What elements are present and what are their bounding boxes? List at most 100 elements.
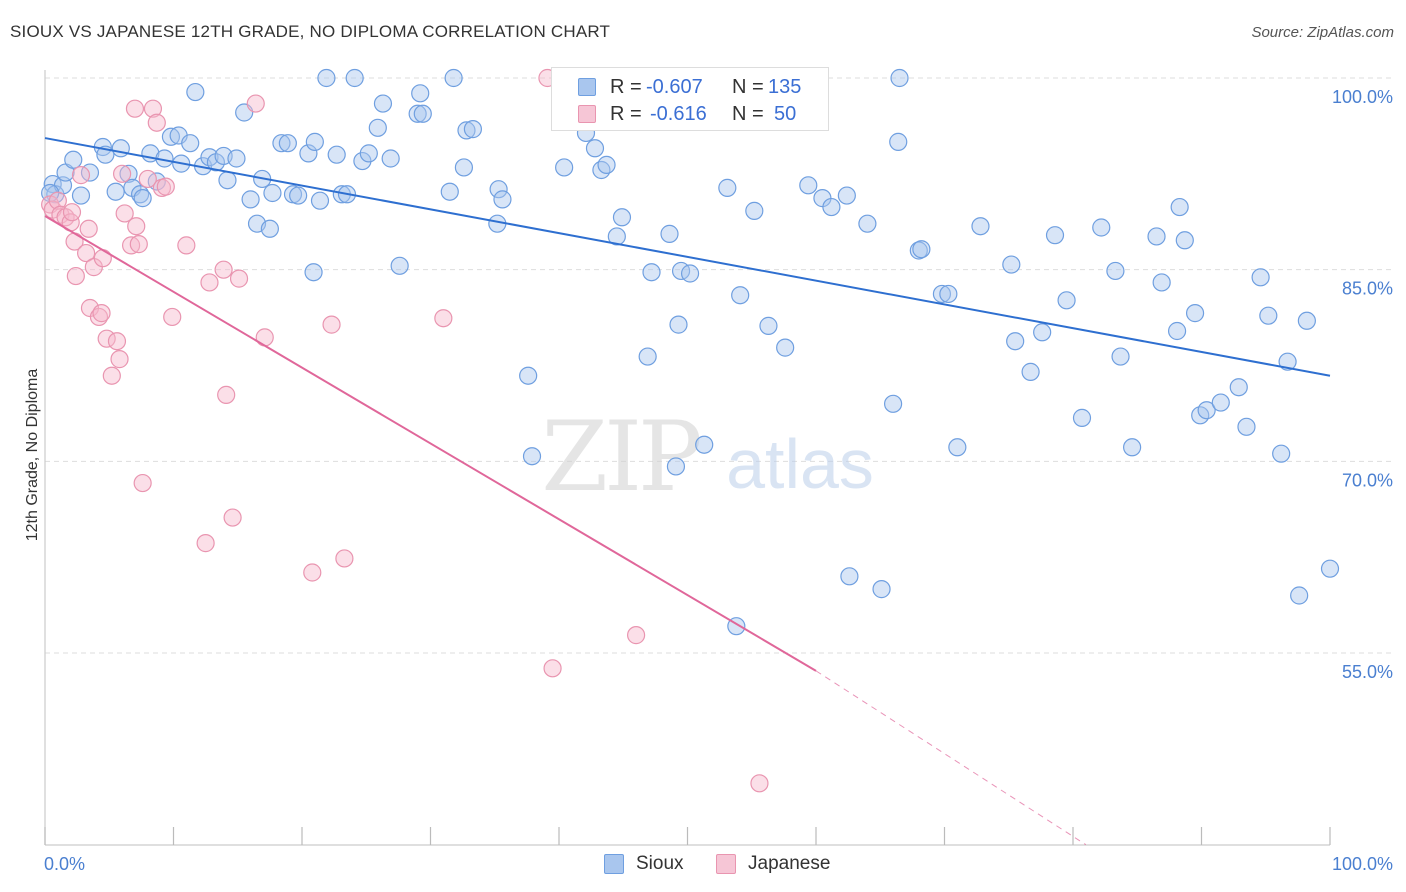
sioux-point	[1033, 323, 1052, 342]
sioux-point	[304, 263, 323, 282]
sioux-point	[1185, 304, 1205, 323]
sioux-point	[612, 208, 632, 227]
sioux-point	[971, 217, 990, 236]
legend-series: Sioux Japanese	[0, 852, 1406, 878]
sioux-point	[607, 227, 626, 246]
sioux-point	[1251, 268, 1270, 287]
sioux-point	[642, 263, 661, 282]
sioux-point	[858, 214, 877, 233]
sioux-point	[889, 132, 908, 151]
n-value: 135	[768, 76, 802, 98]
sioux-point	[1167, 321, 1187, 341]
japanese-point	[133, 473, 152, 493]
sioux-point	[519, 366, 538, 385]
japanese-point	[127, 217, 146, 236]
japanese-point	[335, 549, 354, 568]
sioux-point	[745, 201, 764, 220]
sioux-point	[411, 84, 430, 103]
japanese-point	[177, 236, 196, 255]
japanese-swatch	[578, 105, 596, 123]
japanese-point	[110, 350, 129, 369]
legend-row-japanese: R = -0.616 N = 50	[552, 101, 828, 127]
sioux-point	[731, 286, 750, 305]
legend-label-sioux: Sioux	[636, 853, 684, 874]
japanese-point	[303, 563, 322, 582]
japanese-point	[626, 626, 646, 645]
sioux-point	[119, 164, 138, 183]
japanese-point	[200, 273, 219, 292]
r-label: R =	[610, 76, 642, 98]
sioux-point	[241, 190, 260, 209]
sioux-point	[890, 68, 909, 88]
sioux-point	[718, 178, 737, 197]
chart-title: SIOUX VS JAPANESE 12TH GRADE, NO DIPLOMA…	[10, 22, 611, 41]
sioux-point	[457, 121, 476, 140]
japanese-point	[92, 304, 111, 323]
trend-lines	[44, 137, 1331, 846]
sioux-point	[660, 224, 679, 243]
sioux-point	[133, 189, 152, 208]
sioux-point	[592, 160, 611, 180]
y-tick-label: 55.0%	[1342, 662, 1393, 682]
sioux-point	[822, 197, 841, 217]
japanese-point	[121, 236, 141, 255]
sioux-point	[1106, 261, 1125, 281]
sioux-point	[840, 567, 859, 586]
japanese-point	[223, 508, 242, 527]
y-tick-label: 100.0%	[1332, 87, 1393, 107]
sioux-point	[555, 158, 574, 177]
sioux-point	[939, 284, 958, 304]
japanese-point	[51, 205, 70, 224]
legend-row-sioux: R = -0.607 N = 135	[552, 74, 828, 100]
sioux-trend-line	[44, 137, 1331, 377]
sioux-point	[1229, 378, 1248, 397]
sioux-point	[408, 104, 427, 123]
sioux-point	[345, 68, 364, 88]
sioux-point	[390, 256, 409, 275]
sioux-point	[161, 127, 181, 146]
sioux-point	[948, 438, 967, 457]
japanese-point	[196, 534, 215, 553]
sioux-point	[776, 338, 795, 357]
japanese-point	[246, 94, 265, 113]
japanese-swatch	[716, 854, 736, 874]
japanese-point	[322, 315, 341, 334]
sioux-point	[799, 176, 818, 195]
sioux-point	[218, 171, 237, 190]
japanese-point	[143, 99, 163, 118]
sioux-point	[1290, 586, 1309, 605]
sioux-point	[1272, 444, 1291, 463]
sioux-point	[227, 149, 246, 168]
sioux-point	[1111, 347, 1130, 366]
tick-labels: 55.0% 70.0% 85.0% 100.0% 0.0% 100.0%	[44, 87, 1393, 874]
japanese-point	[163, 307, 182, 327]
sioux-point	[181, 134, 200, 153]
watermark: ZIP atlas	[541, 401, 874, 513]
sioux-point	[186, 82, 205, 102]
sioux-point	[444, 68, 463, 88]
watermark-zip: ZIP	[541, 401, 700, 513]
sioux-point	[666, 457, 686, 476]
sioux-point	[489, 180, 508, 199]
y-tick-label: 70.0%	[1342, 470, 1393, 490]
sioux-point	[1123, 438, 1142, 457]
series-sioux-points	[41, 68, 1340, 636]
sioux-point	[493, 190, 512, 209]
x-tick-label: 0.0%	[44, 854, 85, 874]
japanese-point	[62, 203, 82, 222]
sioux-point	[883, 394, 903, 413]
sioux-point	[1320, 559, 1340, 578]
japanese-point	[107, 332, 127, 351]
japanese-trend-extension	[815, 670, 1087, 846]
sioux-point	[359, 144, 378, 163]
sioux-point	[1021, 362, 1040, 381]
sioux-point	[305, 132, 324, 151]
japanese-point	[66, 266, 85, 286]
japanese-trend-line	[44, 215, 817, 672]
sioux-point	[289, 186, 308, 205]
japanese-point	[79, 219, 98, 238]
japanese-point	[147, 113, 166, 132]
japanese-point	[214, 260, 233, 279]
sioux-point	[454, 158, 474, 177]
sioux-point	[278, 134, 297, 153]
